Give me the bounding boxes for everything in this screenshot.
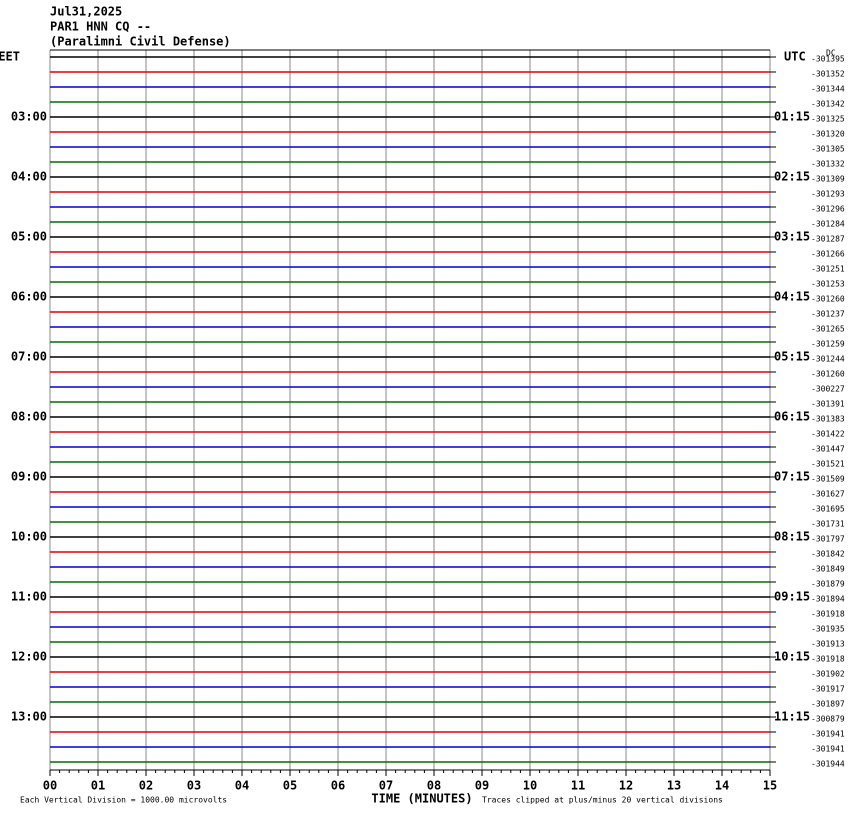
left-hour: 13:00 (11, 710, 47, 724)
row-offset: -301894 (811, 595, 845, 604)
row-offset: -301344 (811, 85, 845, 94)
row-offset: -301849 (811, 565, 845, 574)
left-hour: 03:00 (11, 110, 47, 124)
scale-note: Each Vertical Division = 1000.00 microvo… (20, 796, 227, 805)
dc-label: DC (826, 49, 836, 58)
row-offset: -301305 (811, 145, 845, 154)
row-offset: -301253 (811, 280, 845, 289)
title-line: Jul31,2025 (50, 5, 122, 19)
row-offset: -301731 (811, 520, 845, 529)
row-offset: -301342 (811, 100, 845, 109)
right-hour: 06:15 (774, 410, 810, 424)
x-axis-label: TIME (MINUTES) (371, 792, 472, 806)
row-offset: -301237 (811, 310, 845, 319)
row-offset: -301918 (811, 610, 845, 619)
row-offset: -301284 (811, 220, 845, 229)
row-offset: -301320 (811, 130, 845, 139)
x-tick-label: 13 (667, 779, 681, 793)
x-tick-label: 10 (523, 779, 537, 793)
row-offset: -301352 (811, 70, 845, 79)
x-tick-label: 04 (235, 779, 249, 793)
x-tick-label: 09 (475, 779, 489, 793)
row-offset: -301244 (811, 355, 845, 364)
x-tick-label: 01 (91, 779, 105, 793)
row-offset: -301332 (811, 160, 845, 169)
left-hour: 08:00 (11, 410, 47, 424)
left-hour: 09:00 (11, 470, 47, 484)
left-zone: EET (0, 50, 20, 64)
x-tick-label: 14 (715, 779, 729, 793)
right-hour: 05:15 (774, 350, 810, 364)
left-hour: 11:00 (11, 590, 47, 604)
row-offset: -301447 (811, 445, 845, 454)
x-tick-label: 08 (427, 779, 441, 793)
row-offset: -301259 (811, 340, 845, 349)
row-offset: -301266 (811, 250, 845, 259)
row-offset: -301842 (811, 550, 845, 559)
left-hour: 06:00 (11, 290, 47, 304)
row-offset: -301917 (811, 685, 845, 694)
x-tick-label: 06 (331, 779, 345, 793)
row-offset: -301935 (811, 625, 845, 634)
row-offset: -301383 (811, 415, 845, 424)
row-offset: -301897 (811, 700, 845, 709)
right-hour: 09:15 (774, 590, 810, 604)
x-tick-label: 02 (139, 779, 153, 793)
right-hour: 10:15 (774, 650, 810, 664)
title-line: PAR1 HNN CQ -- (50, 20, 151, 34)
row-offset: -301293 (811, 190, 845, 199)
right-hour: 11:15 (774, 710, 810, 724)
row-offset: -301296 (811, 205, 845, 214)
left-hour: 12:00 (11, 650, 47, 664)
title-line: (Paralimni Civil Defense) (50, 35, 231, 49)
x-tick-label: 15 (763, 779, 777, 793)
clip-note: Traces clipped at plus/minus 20 vertical… (482, 796, 723, 805)
right-hour: 08:15 (774, 530, 810, 544)
row-offset: -301879 (811, 580, 845, 589)
left-hour: 05:00 (11, 230, 47, 244)
row-offset: -301944 (811, 760, 845, 769)
row-offset: -301797 (811, 535, 845, 544)
row-offset: -301265 (811, 325, 845, 334)
row-offset: -301422 (811, 430, 845, 439)
row-offset: -301287 (811, 235, 845, 244)
row-offset: -301627 (811, 490, 845, 499)
x-tick-label: 12 (619, 779, 633, 793)
right-hour: 01:15 (774, 110, 810, 124)
row-offset: -300227 (811, 385, 845, 394)
row-offset: -301309 (811, 175, 845, 184)
left-hour: 07:00 (11, 350, 47, 364)
row-offset: -301509 (811, 475, 845, 484)
x-tick-label: 11 (571, 779, 585, 793)
left-hour: 10:00 (11, 530, 47, 544)
row-offset: -301395 (811, 55, 845, 64)
row-offset: -300879 (811, 715, 845, 724)
row-offset: -301521 (811, 460, 845, 469)
right-hour: 04:15 (774, 290, 810, 304)
x-tick-label: 05 (283, 779, 297, 793)
right-hour: 02:15 (774, 170, 810, 184)
x-tick-label: 00 (43, 779, 57, 793)
row-offset: -301902 (811, 670, 845, 679)
x-tick-label: 03 (187, 779, 201, 793)
x-tick-label: 07 (379, 779, 393, 793)
row-offset: -301913 (811, 640, 845, 649)
right-hour: 07:15 (774, 470, 810, 484)
row-offset: -301941 (811, 730, 845, 739)
right-hour: 03:15 (774, 230, 810, 244)
row-offset: -301325 (811, 115, 845, 124)
row-offset: -301941 (811, 745, 845, 754)
left-hour: 04:00 (11, 170, 47, 184)
row-offset: -301391 (811, 400, 845, 409)
row-offset: -301251 (811, 265, 845, 274)
row-offset: -301260 (811, 295, 845, 304)
row-offset: -301260 (811, 370, 845, 379)
right-zone: UTC (784, 50, 806, 64)
row-offset: -301918 (811, 655, 845, 664)
row-offset: -301695 (811, 505, 845, 514)
